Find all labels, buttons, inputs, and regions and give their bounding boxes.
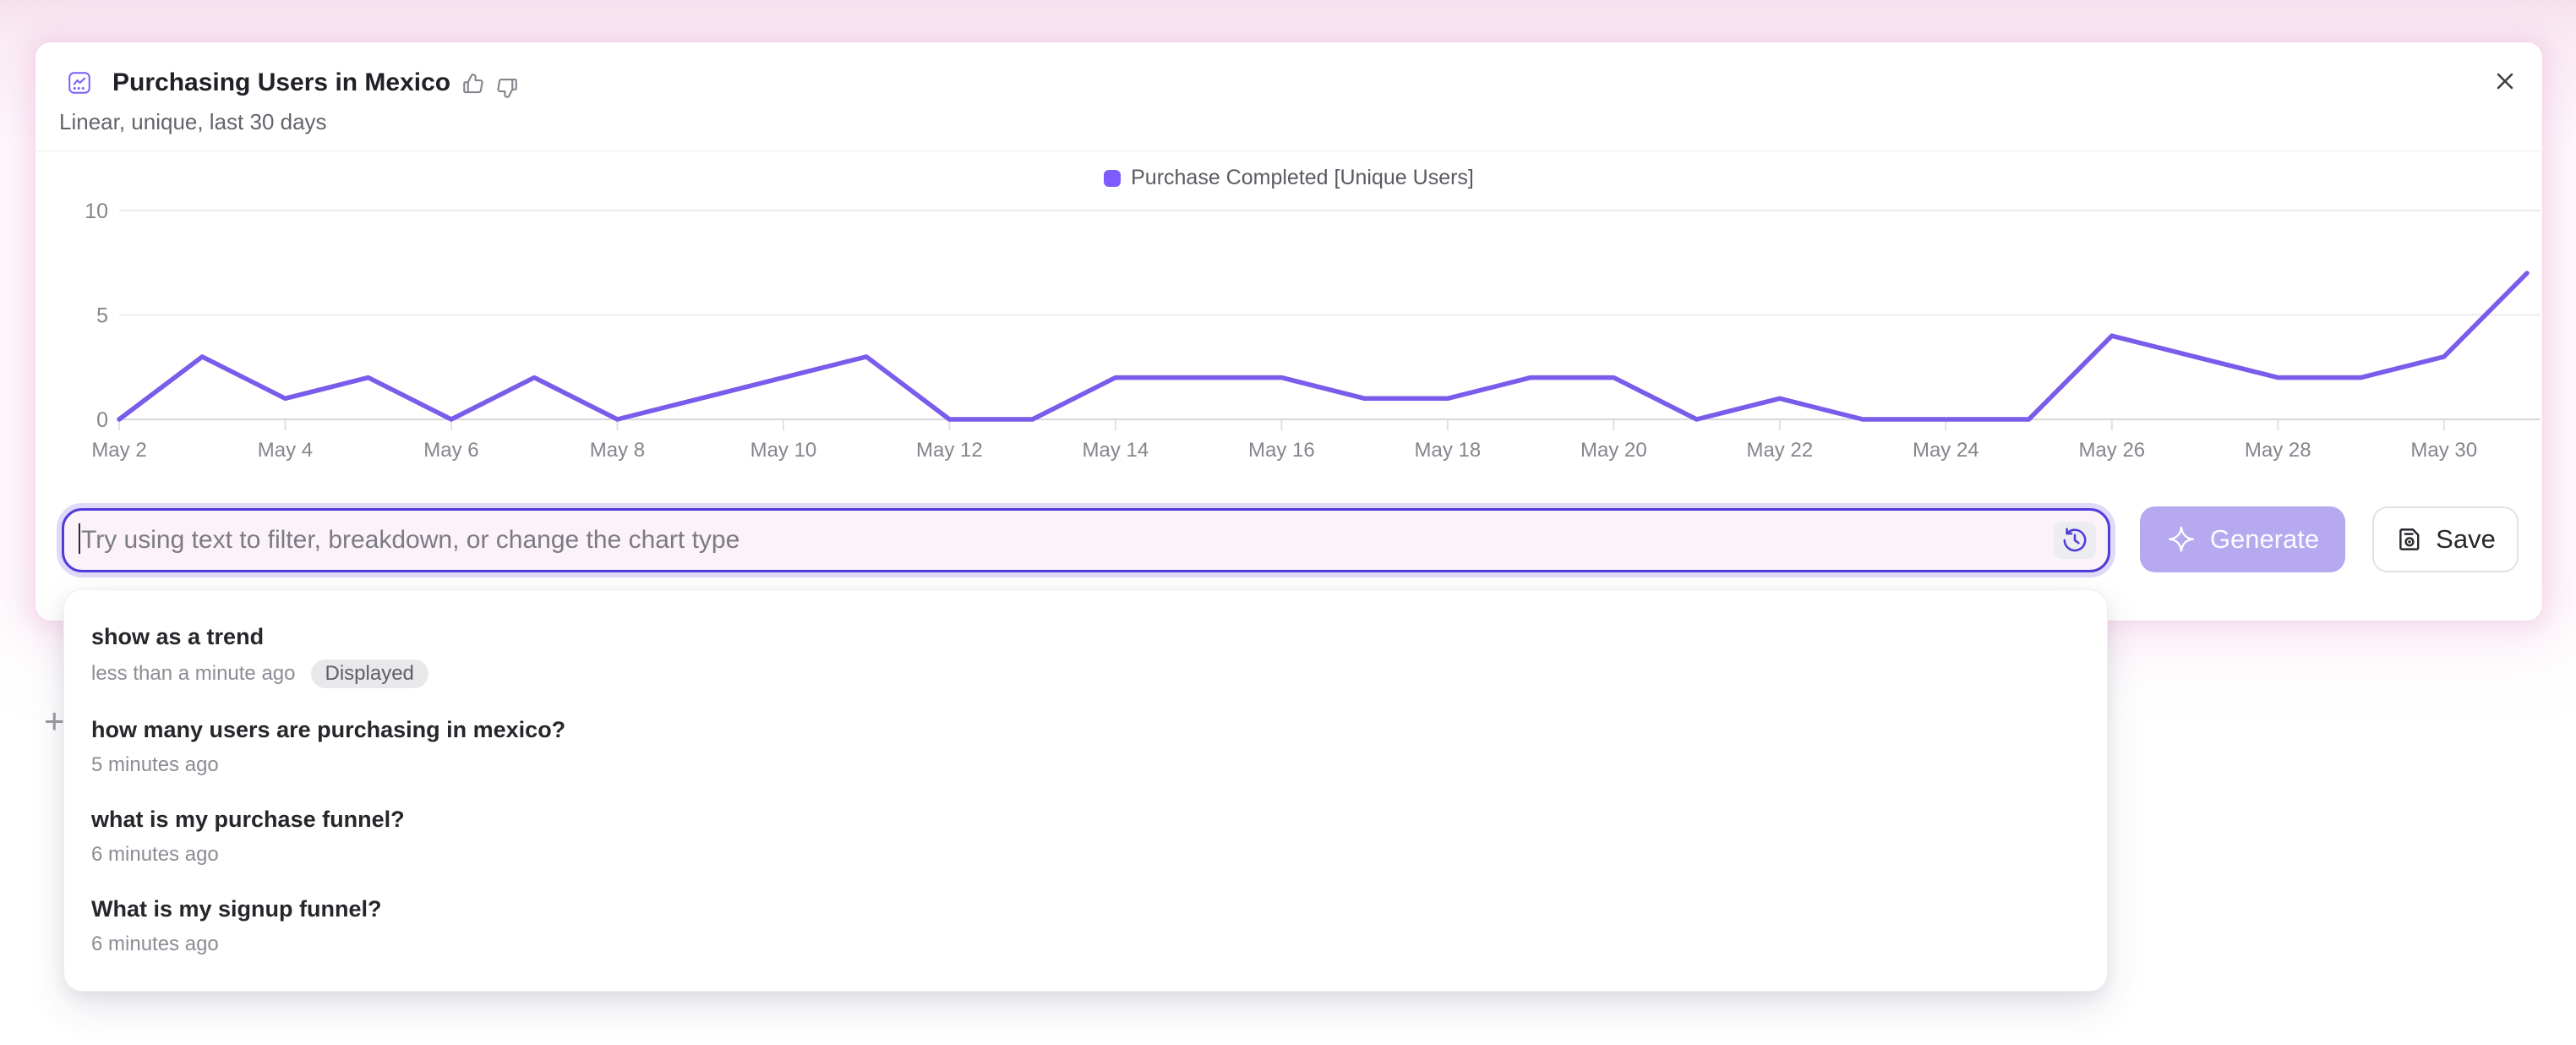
save-icon [2399, 528, 2420, 550]
thumbs-down-icon[interactable] [494, 75, 520, 101]
svg-text:May 10: May 10 [750, 439, 817, 462]
svg-text:May 16: May 16 [1248, 439, 1315, 462]
svg-text:May 18: May 18 [1415, 439, 1482, 462]
series-line [117, 271, 2530, 422]
svg-text:May 30: May 30 [2410, 439, 2477, 462]
thumbs-up-icon[interactable] [461, 71, 486, 96]
history-time: 5 minutes ago [91, 753, 219, 776]
line-chart-icon [67, 70, 92, 96]
svg-text:May 14: May 14 [1083, 439, 1149, 462]
svg-text:10: 10 [85, 200, 108, 223]
svg-text:May 12: May 12 [916, 439, 983, 462]
history-query: show as a trend [91, 624, 265, 649]
history-button[interactable] [2054, 522, 2096, 559]
legend-label: Purchase Completed [Unique Users] [1131, 166, 1474, 189]
history-meta: 6 minutes ago [91, 932, 2080, 957]
history-item[interactable]: What is my signup funnel? 6 minutes ago [64, 881, 2107, 971]
header-divider [35, 150, 2542, 151]
history-meta: 5 minutes ago [91, 752, 2080, 778]
generate-label: Generate [2209, 524, 2320, 554]
svg-text:May 20: May 20 [1580, 439, 1647, 462]
history-meta: less than a minute ago Displayed [91, 659, 2080, 688]
sparkle-icon [2168, 526, 2194, 552]
svg-text:0: 0 [96, 408, 108, 432]
svg-text:5: 5 [96, 304, 108, 328]
svg-text:May 6: May 6 [423, 439, 478, 462]
svg-text:May 26: May 26 [2078, 439, 2145, 462]
history-item[interactable]: show as a trend less than a minute ago Dis… [64, 609, 2107, 702]
history-icon [2063, 528, 2087, 552]
partial-plus-icon: + [44, 701, 65, 741]
svg-text:May 8: May 8 [590, 439, 645, 462]
history-time: 6 minutes ago [91, 933, 219, 955]
prompt-input[interactable] [64, 511, 2108, 570]
svg-text:May 4: May 4 [258, 439, 313, 462]
legend-swatch [1104, 169, 1122, 187]
legend-item[interactable]: Purchase Completed [Unique Users] [1104, 166, 1474, 190]
history-query: how many users are purchasing in mexico? [91, 717, 566, 742]
close-icon[interactable] [2488, 64, 2522, 98]
ai-chart-card: Purchasing Users in Mexico Linear, uniqu… [35, 42, 2542, 621]
page-title: Purchasing Users in Mexico [112, 68, 451, 96]
history-dropdown: show as a trend less than a minute ago Dis… [63, 589, 2108, 992]
text-caret [79, 523, 80, 554]
svg-text:May 24: May 24 [1913, 439, 1979, 462]
history-query: what is my purchase funnel? [91, 807, 405, 832]
svg-text:May 22: May 22 [1746, 439, 1813, 462]
history-time: 6 minutes ago [91, 843, 219, 866]
save-label: Save [2436, 524, 2496, 554]
generate-button[interactable]: Generate [2140, 506, 2345, 572]
history-query: What is my signup funnel? [91, 896, 382, 922]
svg-text:May 28: May 28 [2245, 439, 2311, 462]
history-item[interactable]: how many users are purchasing in mexico?… [64, 702, 2107, 791]
history-item[interactable]: what is my purchase funnel? 6 minutes ago [64, 791, 2107, 881]
displayed-badge: Displayed [310, 659, 428, 688]
history-meta: 6 minutes ago [91, 842, 2080, 867]
prompt-input-wrap [62, 508, 2110, 572]
svg-text:May 2: May 2 [91, 439, 146, 462]
legend: Purchase Completed [Unique Users] [35, 166, 2542, 190]
chart-svg: 0 5 10 May 2 May 4 May 6 May 8 May 10 May 12 May … [85, 200, 2541, 462]
history-time: less than a minute ago [91, 662, 296, 685]
save-button[interactable]: Save [2372, 506, 2519, 572]
chart-subtitle: Linear, unique, last 30 days [59, 109, 327, 134]
